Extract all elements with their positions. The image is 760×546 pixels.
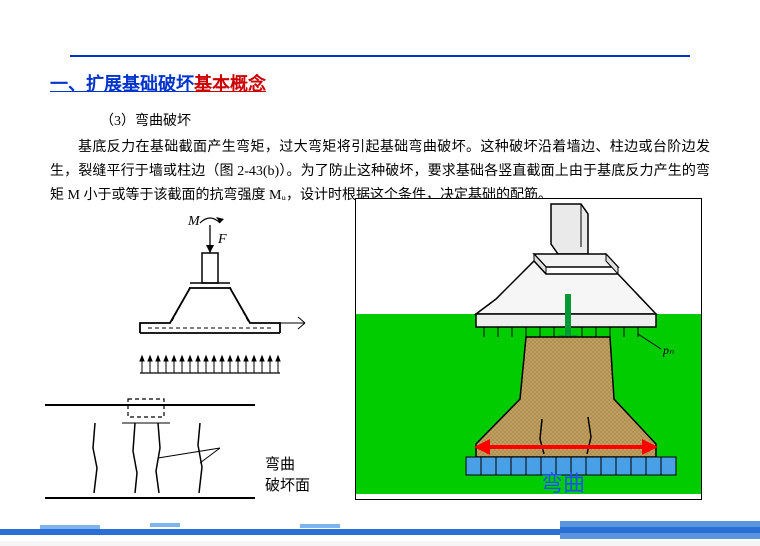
page: 一、 扩展基础破坏 基本概念 （3）弯曲破坏 基底反力在基础截面产生弯矩，过大弯… <box>0 0 760 541</box>
body-paragraph: 基底反力在基础截面产生弯矩，过大弯矩将引起基础弯曲破坏。这种破坏沿着墙边、柱边或… <box>50 136 710 207</box>
heading-text-red: 基本概念 <box>194 70 266 96</box>
subheading: （3）弯曲破坏 <box>100 110 710 130</box>
bending-caption: 弯曲 <box>541 471 585 494</box>
footer-decoration <box>0 519 760 541</box>
figure-right: pₙ <box>355 198 702 500</box>
label-M: M <box>187 214 201 229</box>
heading-prefix: 一、 <box>50 70 86 96</box>
heading-text-blue: 扩展基础破坏 <box>86 70 194 96</box>
figure-left: M F <box>110 213 310 393</box>
crack-label-line1: 弯曲 <box>265 453 310 474</box>
crack-label: 弯曲 破坏面 <box>265 453 310 495</box>
label-F: F <box>217 232 227 247</box>
figures-area: M F <box>50 213 710 513</box>
heading: 一、 扩展基础破坏 基本概念 <box>50 70 710 96</box>
top-rule <box>70 55 690 57</box>
crack-label-line2: 破坏面 <box>265 474 310 495</box>
label-Pn: pₙ <box>662 343 674 357</box>
figure-bottom-left <box>40 393 260 513</box>
